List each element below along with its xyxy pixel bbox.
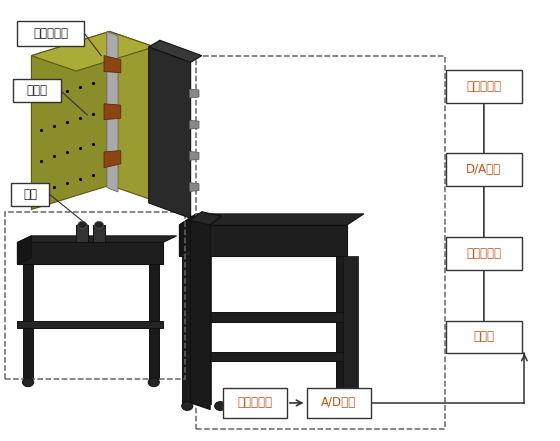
Polygon shape (182, 351, 344, 361)
Polygon shape (195, 256, 211, 404)
Polygon shape (104, 104, 121, 120)
Polygon shape (31, 31, 155, 71)
Text: 相机: 相机 (24, 187, 38, 201)
Circle shape (181, 402, 193, 411)
Bar (5, 212, 185, 379)
Polygon shape (149, 40, 202, 62)
Polygon shape (189, 151, 199, 160)
Text: 标志点: 标志点 (26, 84, 48, 97)
Circle shape (22, 378, 34, 387)
Text: 柔性铰接板: 柔性铰接板 (34, 27, 68, 40)
Polygon shape (182, 256, 190, 404)
Bar (223, 388, 287, 418)
Polygon shape (179, 214, 364, 225)
Polygon shape (17, 236, 31, 265)
Circle shape (95, 221, 104, 228)
Polygon shape (343, 256, 358, 404)
Polygon shape (107, 31, 118, 192)
Bar (196, 56, 445, 430)
Polygon shape (110, 31, 155, 201)
Polygon shape (76, 225, 88, 243)
Polygon shape (189, 120, 199, 129)
Bar (306, 388, 371, 418)
Bar (446, 153, 521, 187)
Polygon shape (104, 56, 121, 73)
Polygon shape (189, 183, 199, 191)
Polygon shape (17, 321, 163, 328)
Polygon shape (190, 212, 221, 225)
Bar (17, 21, 85, 46)
Text: D/A转换: D/A转换 (466, 164, 501, 176)
Polygon shape (179, 214, 196, 256)
Polygon shape (17, 236, 176, 243)
Text: A/D转换: A/D转换 (321, 396, 356, 409)
Text: 运动控制卡: 运动控制卡 (466, 247, 501, 260)
Polygon shape (17, 243, 163, 265)
Polygon shape (179, 225, 347, 256)
Polygon shape (336, 256, 344, 404)
Text: 计算机: 计算机 (473, 330, 494, 344)
Bar (446, 70, 521, 103)
Polygon shape (149, 47, 190, 218)
Bar (13, 79, 60, 102)
Circle shape (214, 402, 226, 411)
Polygon shape (190, 216, 210, 410)
Polygon shape (182, 312, 344, 321)
Polygon shape (23, 265, 33, 379)
Circle shape (148, 378, 160, 387)
Circle shape (335, 402, 347, 411)
Bar (446, 237, 521, 270)
Polygon shape (104, 151, 121, 168)
Circle shape (310, 402, 321, 411)
Polygon shape (93, 225, 105, 243)
Text: 电荷放大器: 电荷放大器 (237, 396, 272, 409)
Bar (446, 321, 521, 354)
Polygon shape (189, 89, 199, 98)
Bar (11, 183, 49, 206)
Polygon shape (149, 265, 159, 379)
Circle shape (78, 221, 87, 228)
Text: 电压放大器: 电压放大器 (466, 80, 501, 93)
Polygon shape (31, 31, 110, 209)
